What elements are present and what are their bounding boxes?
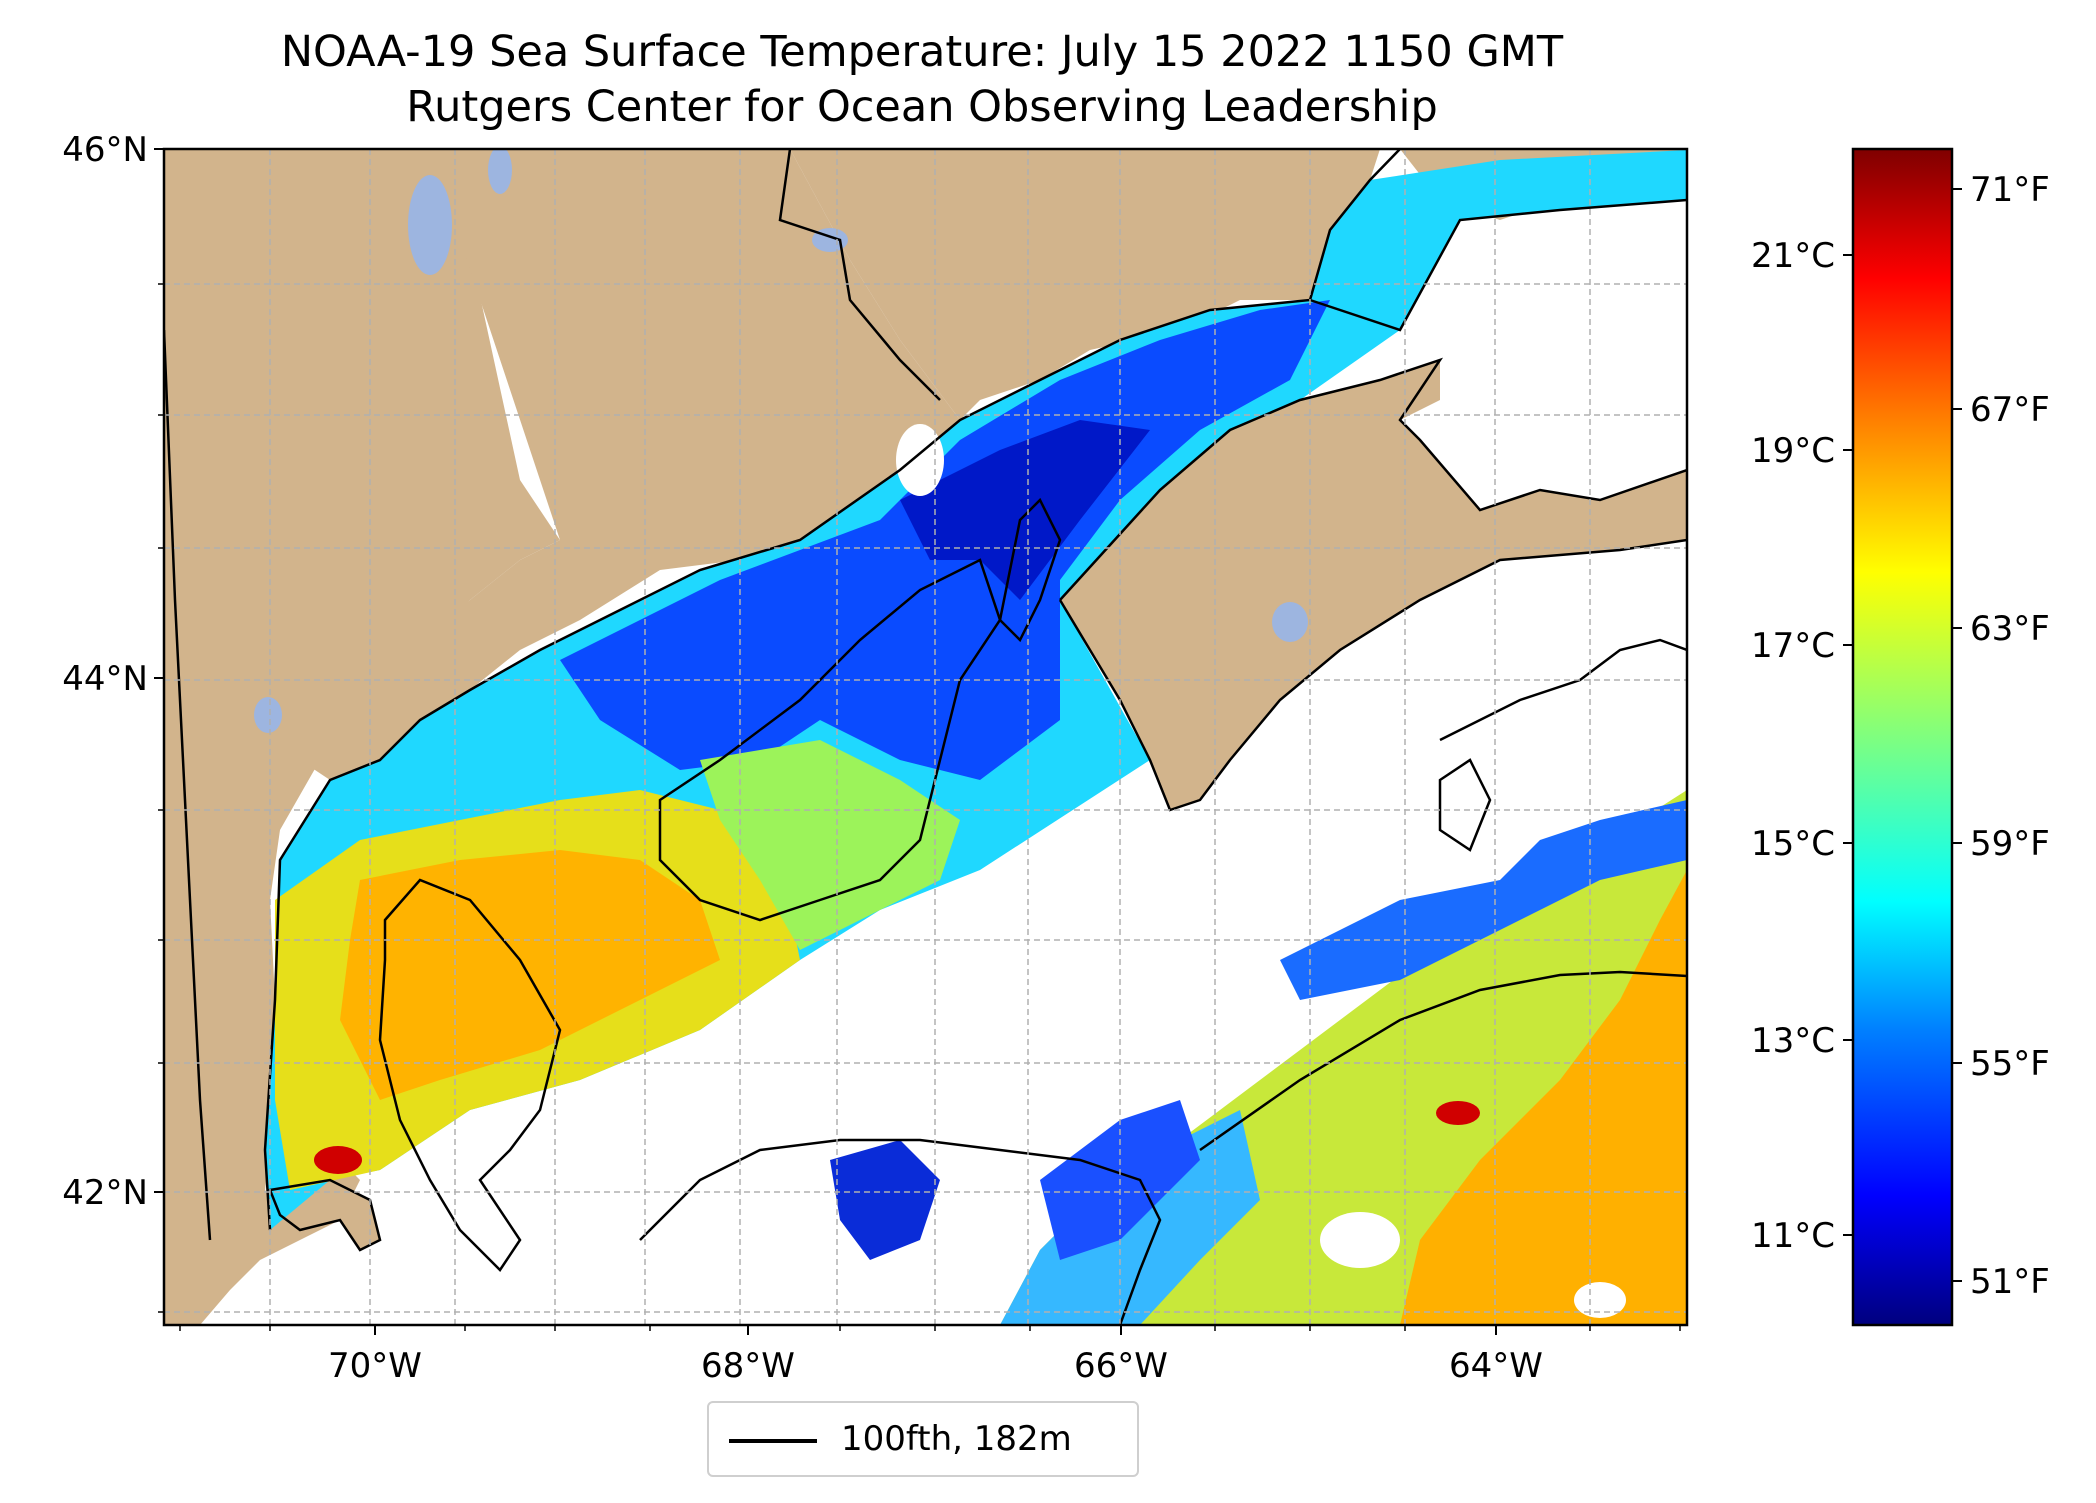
cloud-gap-1 (1320, 1212, 1400, 1268)
land-new-england (164, 149, 560, 1325)
legend: 100fth, 182m (707, 1401, 1139, 1477)
map-axes: 46°N 44°N 42°N 70°W 68°W 66°W 64°W (62, 130, 1681, 1386)
lake-nh (254, 697, 282, 733)
lat-tick-label: 44°N (62, 659, 148, 699)
cloud-gap-2 (1574, 1282, 1626, 1318)
colorbar-celsius-label: 11°C (1751, 1216, 1835, 1256)
lat-tick-label: 46°N (62, 130, 148, 170)
colorbar-celsius-label: 19°C (1751, 431, 1835, 471)
sst-mid-gulf (700, 740, 960, 950)
land-nova-scotia (1060, 360, 1687, 810)
isobath-gulf-of-maine (378, 878, 562, 1272)
sst-hotspot-offshore (1436, 1101, 1480, 1125)
bay-of-fundy-coastline (1309, 198, 1687, 332)
colorbar-frame (1851, 147, 1954, 1327)
lon-tick-label: 66°W (1074, 1346, 1168, 1386)
lake-moosehead (408, 175, 452, 275)
map-gridlines (164, 149, 1687, 1325)
isobath-scotian-shelf (1439, 638, 1687, 742)
cloud-gap-3 (896, 424, 944, 496)
colorbar-celsius-label: 17°C (1751, 626, 1835, 666)
map-area (164, 149, 1687, 1325)
colorbar-celsius-label: 15°C (1751, 824, 1835, 864)
lon-tick-label: 68°W (701, 1346, 795, 1386)
map-subtitle: Rutgers Center for Ocean Observing Leade… (406, 82, 1438, 132)
map-title: NOAA-19 Sea Surface Temperature: July 15… (280, 27, 1564, 77)
lat-tick-label: 42°N (62, 1173, 148, 1213)
land-maine-coast (300, 149, 960, 780)
colorbar-fahrenheit-label: 51°F (1970, 1262, 2050, 1302)
sst-hotspot-cape-cod (314, 1146, 362, 1174)
border-line (164, 149, 941, 1241)
isobath-scotian-slope (1199, 970, 1687, 1152)
sst-offshore-warm (1400, 870, 1687, 1325)
coastline (263, 149, 1401, 1231)
colorbar (1853, 149, 1952, 1325)
cape-cod-coastline (268, 1178, 382, 1252)
colorbar-fahrenheit-label: 55°F (1970, 1044, 2050, 1084)
colorbar-fahrenheit-label: 63°F (1970, 609, 2050, 649)
colorbar-fahrenheit-label: 59°F (1970, 824, 2050, 864)
sst-northeast-blue (1280, 800, 1687, 1000)
isobath-northeast-channel (998, 497, 1062, 643)
sst-coldest-core (900, 420, 1150, 600)
colorbar-fahrenheit-label: 71°F (1970, 170, 2050, 210)
lake-ns (1272, 602, 1308, 642)
legend-line-swatch (729, 1439, 817, 1443)
lon-tick-label: 64°W (1449, 1346, 1543, 1386)
colorbar-fahrenheit-label: 67°F (1970, 390, 2050, 430)
colorbar-celsius-label: 13°C (1751, 1021, 1835, 1061)
colorbar-celsius-label: 21°C (1751, 236, 1835, 276)
colorbar-axes: 21°C 19°C 17°C 15°C 13°C 11°C 71°F 67°F 63°F 59°F… (1751, 170, 2050, 1302)
isobath-jordan-basin (658, 558, 1002, 922)
sst-georges-blue (830, 1140, 940, 1260)
lon-tick-label: 70°W (328, 1346, 422, 1386)
legend-label: 100fth, 182m (841, 1419, 1072, 1459)
map-frame (162, 147, 1689, 1327)
lake-chesuncook (488, 149, 512, 194)
isobath-emerald-basin (1438, 758, 1492, 852)
